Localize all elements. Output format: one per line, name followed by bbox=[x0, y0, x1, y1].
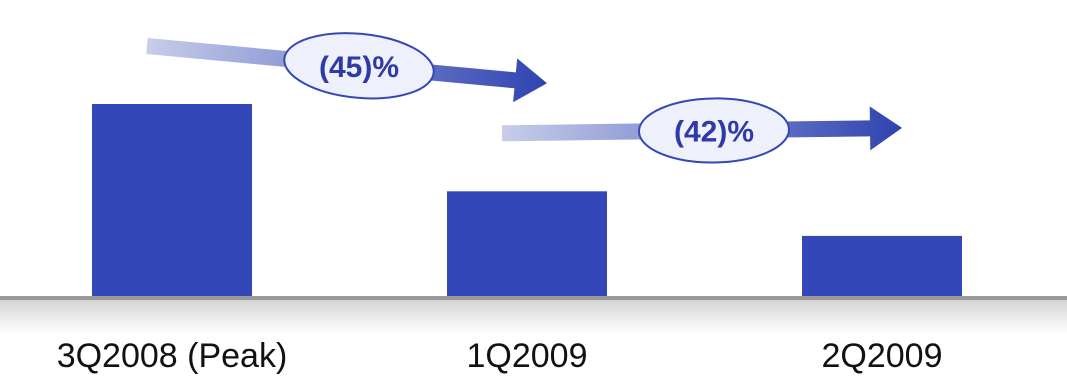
category-label-0: 3Q2008 (Peak) bbox=[56, 337, 288, 375]
change-label-1: (42)% bbox=[674, 115, 754, 148]
change-annotation-1 bbox=[501, 97, 903, 164]
change-annotations: (45)% (42)% bbox=[146, 32, 903, 164]
category-label-2: 2Q2009 bbox=[821, 337, 943, 375]
change-annotation-0 bbox=[146, 32, 548, 103]
category-label-1: 1Q2009 bbox=[466, 337, 588, 375]
bar-2 bbox=[802, 235, 962, 298]
bars bbox=[92, 104, 962, 298]
change-label-0: (45)% bbox=[319, 51, 399, 84]
change-bubble-1 bbox=[638, 97, 790, 164]
bar-0 bbox=[92, 104, 252, 298]
change-bubble-0 bbox=[283, 32, 435, 100]
floor bbox=[0, 298, 1067, 334]
bar-1 bbox=[447, 191, 607, 298]
